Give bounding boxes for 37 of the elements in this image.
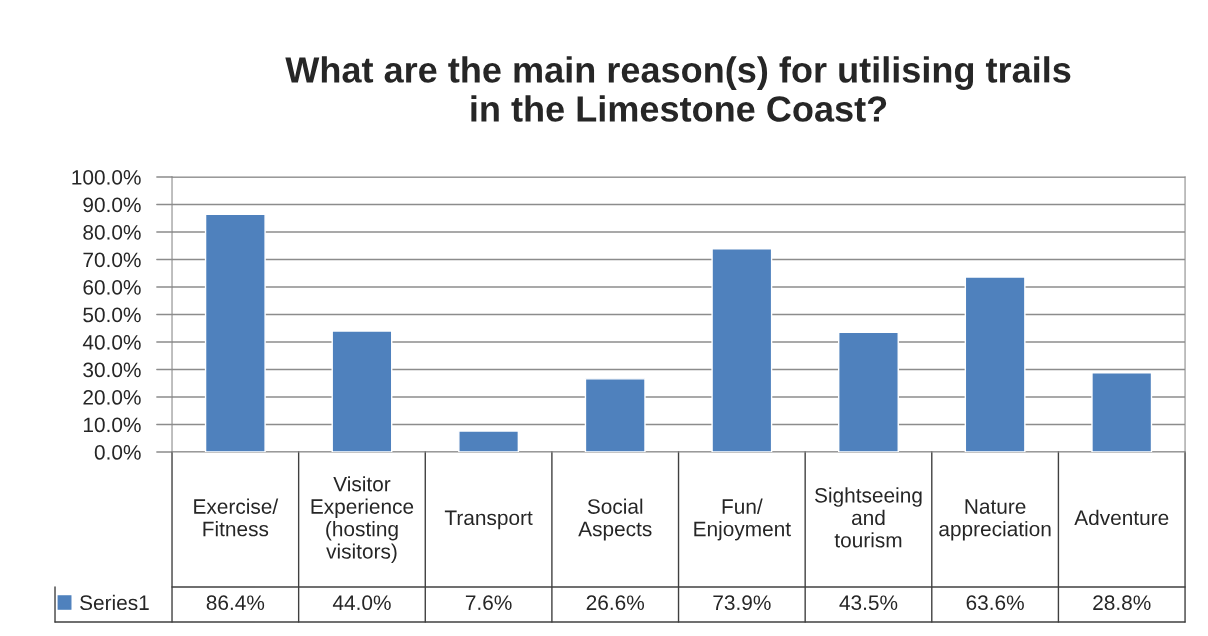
bar [204,213,266,453]
y-tick-label: 80.0% [83,225,141,240]
x-tick-label: Transport [444,510,533,530]
bar [838,331,899,453]
data-label: 44.0% [332,595,391,611]
bar [458,430,520,453]
y-tick-label: 30.0% [83,362,141,378]
data-label: 43.5% [839,595,898,611]
data-label: 86.4% [206,595,265,611]
bar [331,330,393,453]
y-tick-label: 60.0% [83,280,141,295]
bar [711,248,773,453]
data-label: 26.6% [586,595,645,611]
bar [1091,372,1153,453]
x-tick-label: Visitor Experience (hosting visitors) [311,476,414,563]
data-label: 28.8% [1093,595,1151,611]
y-tick-label: 20.0% [83,390,141,405]
x-tick-label: Adventure [1074,509,1169,526]
y-tick-label: 90.0% [83,197,141,213]
y-tick-label: 50.0% [83,307,141,323]
x-tick-label: Exercise/Fitness [194,498,279,537]
chart-title: What are the main reason(s) for utilising trails in the Limestone Coast? [285,56,1071,122]
y-tick-label: 0.0% [94,445,141,460]
x-tick-label: Fun/Enjoyment [694,498,791,541]
data-label: 73.9% [713,595,771,611]
y-tick-label: 70.0% [83,252,141,268]
y-tick-label: 40.0% [82,335,141,350]
x-tick-label: Nature appreciation [939,499,1051,541]
data-label: 7.6% [465,595,512,611]
bar [964,276,1026,453]
data-label: 63.6% [966,595,1024,611]
bar [584,378,646,453]
y-tick-label: 10.0% [83,417,141,433]
x-tick-label: Social Aspects [578,498,652,541]
y-tick-label: 100.0% [72,170,141,185]
legend-label: Series1 [80,594,149,611]
x-tick-label: Sightseeing and tourism [814,487,922,548]
